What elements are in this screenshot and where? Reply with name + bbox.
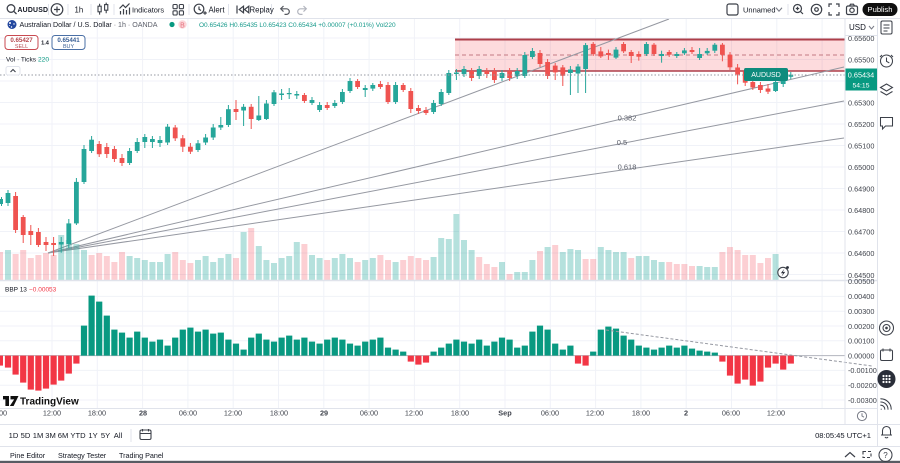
svg-text:5Y: 5Y (101, 431, 110, 440)
svg-text:12:00: 12:00 (405, 409, 423, 418)
svg-text:28: 28 (139, 409, 147, 418)
svg-text:06:00: 06:00 (179, 409, 197, 418)
svg-text:2: 2 (684, 409, 688, 418)
svg-text:Australian Dollar / U.S. Dolla: Australian Dollar / U.S. Dollar · 1h · O… (20, 21, 158, 29)
svg-text:54:15: 54:15 (852, 83, 869, 90)
svg-text:0.65300: 0.65300 (848, 98, 874, 107)
svg-text:YTD: YTD (70, 431, 86, 440)
svg-text:06:00: 06:00 (722, 409, 740, 418)
svg-text:00: 00 (0, 409, 7, 418)
svg-text:1.4: 1.4 (41, 41, 50, 47)
svg-text:-0.00100: -0.00100 (848, 366, 877, 375)
svg-text:0.65441: 0.65441 (57, 37, 80, 44)
svg-text:0.65500: 0.65500 (848, 55, 874, 64)
svg-text:1M: 1M (33, 431, 44, 440)
svg-text:0.65000: 0.65000 (848, 163, 874, 172)
svg-text:08:05:45 UTC+1: 08:05:45 UTC+1 (815, 431, 871, 440)
svg-text:0.65434: 0.65434 (848, 71, 874, 80)
svg-text:BUY: BUY (63, 44, 74, 50)
svg-text:0.00500: 0.00500 (848, 277, 874, 286)
svg-text:0.65427: 0.65427 (10, 37, 33, 44)
svg-text:Strategy Tester: Strategy Tester (58, 451, 107, 460)
svg-text:6M: 6M (58, 431, 69, 440)
svg-text:Replay: Replay (250, 5, 274, 14)
svg-text:Unnamed: Unnamed (743, 5, 776, 14)
svg-text:3M: 3M (45, 431, 56, 440)
svg-text:0.64700: 0.64700 (848, 227, 874, 236)
svg-text:5D: 5D (21, 431, 31, 440)
svg-text:0.00000: 0.00000 (848, 351, 874, 360)
svg-text:18:00: 18:00 (451, 409, 469, 418)
svg-text:USD: USD (849, 23, 866, 32)
svg-text:-0.00300: -0.00300 (848, 396, 877, 405)
svg-text:12:00: 12:00 (586, 409, 604, 418)
svg-text:SELL: SELL (15, 44, 28, 50)
svg-text:BBP 13: BBP 13 (5, 287, 27, 294)
svg-text:06:00: 06:00 (541, 409, 559, 418)
svg-text:12:00: 12:00 (43, 409, 61, 418)
svg-text:O0.65426 H0.65435 L0.65423 C0.: O0.65426 H0.65435 L0.65423 C0.65434 +0.0… (199, 22, 396, 29)
svg-text:Vol · Ticks: Vol · Ticks (6, 57, 37, 64)
svg-text:Publish: Publish (868, 5, 893, 14)
svg-text:Alert: Alert (209, 5, 226, 14)
svg-text:220: 220 (38, 57, 49, 64)
svg-text:1Y: 1Y (88, 431, 97, 440)
svg-text:0.64600: 0.64600 (848, 249, 874, 258)
svg-text:12:00: 12:00 (767, 409, 785, 418)
svg-text:1D: 1D (9, 431, 19, 440)
svg-text:0.64500: 0.64500 (848, 271, 874, 280)
svg-text:0.65100: 0.65100 (848, 141, 874, 150)
svg-text:06:00: 06:00 (360, 409, 378, 418)
svg-text:0.64800: 0.64800 (848, 206, 874, 215)
svg-text:18:00: 18:00 (632, 409, 650, 418)
svg-text:18:00: 18:00 (88, 409, 106, 418)
svg-text:0.65200: 0.65200 (848, 120, 874, 129)
svg-text:Pine Editor: Pine Editor (10, 451, 46, 460)
svg-text:0.00100: 0.00100 (848, 337, 874, 346)
svg-text:Trading Panel: Trading Panel (119, 451, 164, 460)
svg-text:0.618: 0.618 (618, 163, 637, 172)
svg-text:18:00: 18:00 (270, 409, 288, 418)
svg-text:B: B (180, 22, 185, 29)
svg-text:0.00400: 0.00400 (848, 292, 874, 301)
svg-text:29: 29 (320, 409, 328, 418)
svg-text:AUDUSD: AUDUSD (751, 72, 781, 79)
svg-text:TradingView: TradingView (20, 397, 79, 408)
svg-text:0.382: 0.382 (618, 114, 637, 123)
svg-text:1h: 1h (75, 5, 84, 14)
svg-text:0.00300: 0.00300 (848, 307, 874, 316)
svg-text:0.5: 0.5 (617, 138, 627, 147)
svg-text:AUDUSD: AUDUSD (18, 7, 49, 14)
svg-text:?: ? (883, 451, 888, 460)
svg-text:Indicators: Indicators (132, 5, 164, 14)
svg-text:All: All (114, 431, 123, 440)
svg-text:−0.00053: −0.00053 (29, 287, 57, 294)
svg-text:Sep: Sep (498, 409, 512, 418)
svg-text:0.65600: 0.65600 (848, 34, 874, 43)
svg-text:0.00200: 0.00200 (848, 322, 874, 331)
svg-text:0.64900: 0.64900 (848, 184, 874, 193)
svg-text:-0.00200: -0.00200 (848, 381, 877, 390)
svg-text:12:00: 12:00 (224, 409, 242, 418)
